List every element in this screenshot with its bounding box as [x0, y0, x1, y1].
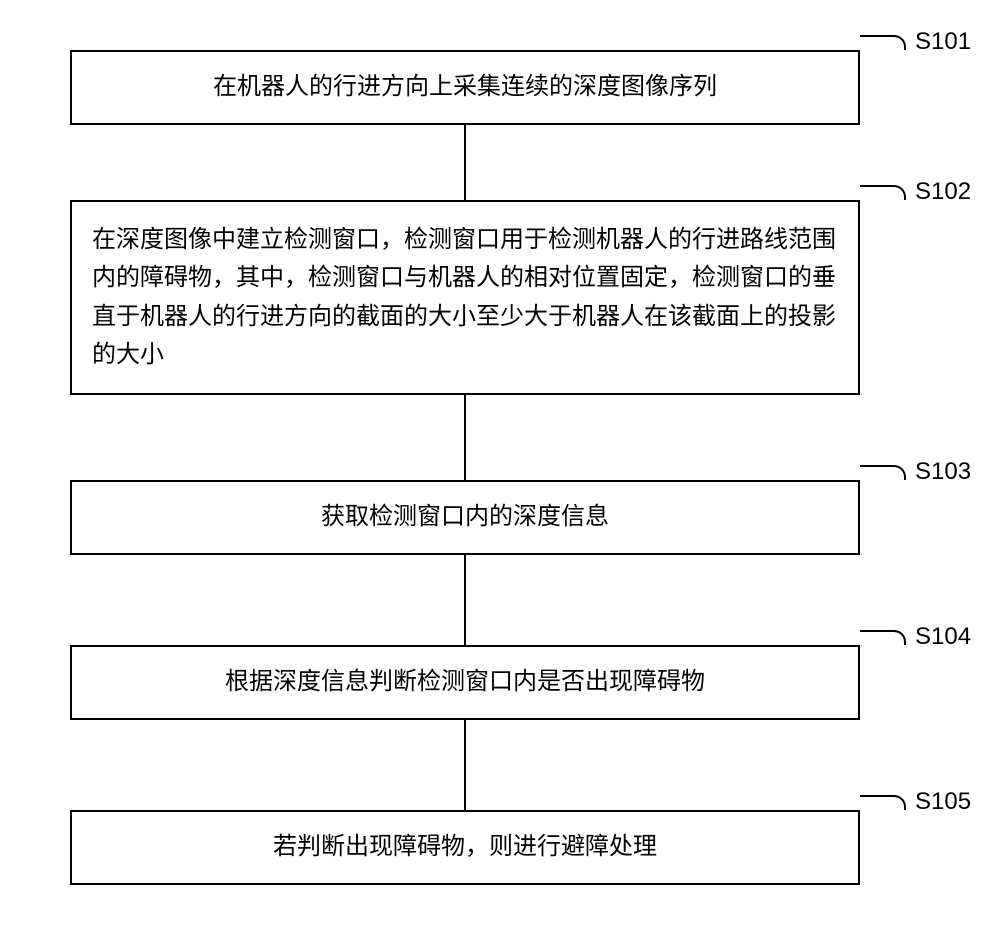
step-box-s105: 若判断出现障碍物，则进行避障处理	[70, 810, 860, 885]
step-box-s103: 获取检测窗口内的深度信息	[70, 480, 860, 555]
step-text-s101: 在机器人的行进方向上采集连续的深度图像序列	[213, 68, 717, 106]
step-text-s105: 若判断出现障碍物，则进行避障处理	[273, 828, 657, 866]
connector-s101-s102	[464, 125, 466, 200]
flowchart-container: 在机器人的行进方向上采集连续的深度图像序列 S101 在深度图像中建立检测窗口，…	[0, 20, 1000, 912]
step-box-s101: 在机器人的行进方向上采集连续的深度图像序列	[70, 50, 860, 125]
label-connector-s105	[860, 795, 906, 810]
label-connector-s104	[860, 630, 906, 645]
step-label-s101: S101	[915, 28, 971, 56]
label-connector-s101	[860, 35, 906, 50]
step-box-s102: 在深度图像中建立检测窗口，检测窗口用于检测机器人的行进路线范围内的障碍物，其中，…	[70, 200, 860, 395]
connector-s104-s105	[464, 720, 466, 810]
step-label-s102: S102	[915, 178, 971, 206]
connector-s103-s104	[464, 555, 466, 645]
step-label-s103: S103	[915, 458, 971, 486]
step-label-s104: S104	[915, 623, 971, 651]
label-connector-s103	[860, 465, 906, 480]
step-text-s104: 根据深度信息判断检测窗口内是否出现障碍物	[225, 663, 705, 701]
label-connector-s102	[860, 185, 906, 200]
step-label-s105: S105	[915, 788, 971, 816]
connector-s102-s103	[464, 395, 466, 480]
step-text-s102: 在深度图像中建立检测窗口，检测窗口用于检测机器人的行进路线范围内的障碍物，其中，…	[92, 221, 838, 375]
step-box-s104: 根据深度信息判断检测窗口内是否出现障碍物	[70, 645, 860, 720]
step-text-s103: 获取检测窗口内的深度信息	[321, 498, 609, 536]
